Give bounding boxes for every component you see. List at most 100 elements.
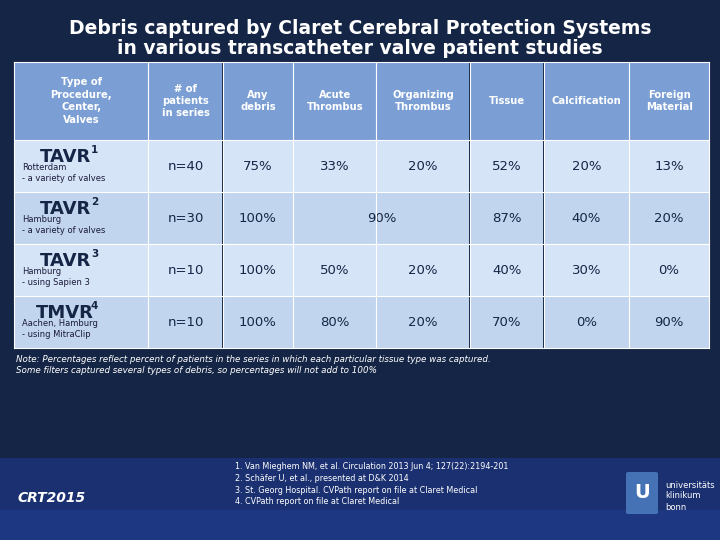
Text: klinikum: klinikum: [665, 491, 701, 501]
Text: n=40: n=40: [167, 159, 204, 172]
Text: Aachen, Hamburg
- using MitraClip: Aachen, Hamburg - using MitraClip: [22, 319, 98, 339]
Bar: [544, 192, 629, 244]
Text: 1. Van Mieghem NM, et al. Circulation 2013 Jun 4; 127(22):2194-201
2. Schäfer U,: 1. Van Mieghem NM, et al. Circulation 20…: [235, 462, 508, 507]
Bar: [148, 296, 222, 348]
Bar: [148, 192, 222, 244]
Bar: [469, 245, 544, 296]
Bar: [148, 63, 222, 140]
Bar: [293, 140, 376, 192]
Text: 90%: 90%: [366, 212, 396, 225]
Bar: [14, 140, 148, 192]
Text: 20%: 20%: [408, 264, 438, 276]
Text: Hamburg
- a variety of valves: Hamburg - a variety of valves: [22, 215, 105, 235]
Text: TAVR: TAVR: [40, 200, 91, 218]
Text: 100%: 100%: [239, 264, 276, 276]
Bar: [14, 296, 148, 348]
Text: 50%: 50%: [320, 264, 349, 276]
Bar: [222, 296, 292, 348]
Bar: [14, 63, 148, 140]
Text: 80%: 80%: [320, 315, 349, 328]
Bar: [377, 296, 469, 348]
Text: 70%: 70%: [492, 315, 521, 328]
Text: 4: 4: [91, 301, 99, 311]
Text: bonn: bonn: [665, 503, 686, 511]
Text: universitäts: universitäts: [665, 481, 715, 489]
Text: 100%: 100%: [239, 212, 276, 225]
Bar: [222, 192, 292, 244]
Text: Acute
Thrombus: Acute Thrombus: [307, 90, 363, 112]
Bar: [293, 296, 376, 348]
Text: 20%: 20%: [408, 159, 438, 172]
Bar: [14, 192, 148, 244]
Text: TAVR: TAVR: [40, 252, 91, 270]
Bar: [469, 296, 544, 348]
Bar: [148, 245, 222, 296]
Bar: [377, 140, 469, 192]
Text: 20%: 20%: [408, 315, 438, 328]
Bar: [148, 140, 222, 192]
Text: Note: Percentages reflect percent of patients in the series in which each partic: Note: Percentages reflect percent of pat…: [16, 355, 490, 364]
Text: Tissue: Tissue: [489, 96, 525, 106]
Text: 33%: 33%: [320, 159, 349, 172]
Text: 2: 2: [91, 197, 99, 207]
Text: 3: 3: [91, 249, 99, 259]
Text: Organizing
Thrombus: Organizing Thrombus: [392, 90, 454, 112]
Text: Calcification: Calcification: [552, 96, 621, 106]
Bar: [469, 192, 544, 244]
Bar: [14, 245, 148, 296]
Text: Rotterdam
- a variety of valves: Rotterdam - a variety of valves: [22, 163, 105, 183]
Bar: [544, 63, 629, 140]
Text: CRT2015: CRT2015: [18, 491, 86, 505]
Text: 87%: 87%: [492, 212, 521, 225]
Text: 40%: 40%: [492, 264, 521, 276]
Text: 100%: 100%: [239, 315, 276, 328]
Bar: [293, 63, 376, 140]
Bar: [629, 245, 708, 296]
Text: # of
patients
in series: # of patients in series: [161, 84, 210, 118]
Text: 20%: 20%: [572, 159, 601, 172]
Bar: [377, 245, 469, 296]
Text: in various transcatheter valve patient studies: in various transcatheter valve patient s…: [117, 38, 603, 57]
Text: TAVR: TAVR: [40, 148, 91, 166]
Text: Any
debris: Any debris: [240, 90, 276, 112]
Bar: [377, 192, 469, 244]
FancyBboxPatch shape: [626, 472, 658, 514]
Text: 75%: 75%: [243, 159, 273, 172]
Bar: [629, 296, 708, 348]
Text: 1: 1: [91, 145, 99, 155]
Bar: [629, 63, 708, 140]
Bar: [469, 140, 544, 192]
Bar: [544, 296, 629, 348]
Text: Some filters captured several types of debris, so percentages will not add to 10: Some filters captured several types of d…: [16, 366, 377, 375]
Text: 52%: 52%: [492, 159, 521, 172]
Text: n=30: n=30: [167, 212, 204, 225]
Bar: [222, 245, 292, 296]
Bar: [625, 468, 707, 530]
Text: TMVR: TMVR: [36, 304, 94, 322]
Text: Type of
Procedure,
Center,
Valves: Type of Procedure, Center, Valves: [50, 77, 112, 125]
Text: U: U: [634, 483, 650, 503]
Bar: [629, 192, 708, 244]
Bar: [293, 192, 376, 244]
Text: Debris captured by Claret Cerebral Protection Systems: Debris captured by Claret Cerebral Prote…: [68, 18, 652, 37]
Text: 40%: 40%: [572, 212, 601, 225]
Bar: [0, 510, 720, 540]
Bar: [377, 63, 469, 140]
Text: 0%: 0%: [576, 315, 597, 328]
Text: 30%: 30%: [572, 264, 601, 276]
Text: Foreign
Material: Foreign Material: [646, 90, 693, 112]
Bar: [222, 140, 292, 192]
Text: 20%: 20%: [654, 212, 684, 225]
Text: 0%: 0%: [659, 264, 680, 276]
Bar: [293, 192, 469, 244]
Text: Hamburg
- using Sapien 3: Hamburg - using Sapien 3: [22, 267, 90, 287]
Bar: [629, 140, 708, 192]
Bar: [0, 458, 720, 540]
Bar: [544, 140, 629, 192]
Bar: [222, 63, 292, 140]
Bar: [469, 63, 544, 140]
Bar: [293, 245, 376, 296]
Text: 90%: 90%: [654, 315, 684, 328]
Bar: [544, 245, 629, 296]
Text: n=10: n=10: [167, 264, 204, 276]
